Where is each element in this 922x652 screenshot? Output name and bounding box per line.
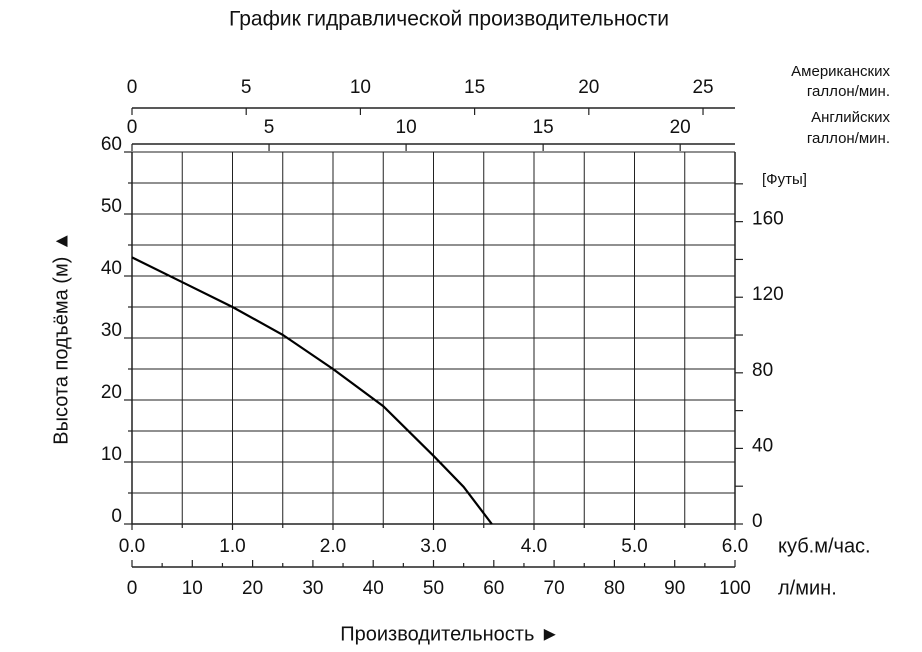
y2-tick-label: 120: [752, 284, 784, 305]
x2-tick-label: 80: [604, 578, 625, 599]
x2-tick-label: 40: [363, 578, 384, 599]
uk-unit: Английских: [811, 109, 890, 126]
x2-tick-label: 100: [719, 578, 751, 599]
x2-tick-label: 50: [423, 578, 444, 599]
x_us-tick-label: 0: [127, 77, 138, 98]
y2-tick-label: 80: [752, 360, 773, 381]
x2-tick-label: 0: [127, 578, 138, 599]
chart-title: График гидравлической производительности: [229, 8, 669, 31]
x2-tick-label: 10: [182, 578, 203, 599]
y2-tick-label: 40: [752, 435, 773, 456]
x_us-tick-label: 5: [241, 77, 252, 98]
x2-unit: л/мин.: [778, 577, 837, 599]
x-tick-label: 2.0: [320, 536, 346, 557]
x_uk-tick-label: 5: [264, 117, 275, 138]
x2-tick-label: 90: [664, 578, 685, 599]
x2-tick-label: 20: [242, 578, 263, 599]
y-tick-label: 50: [101, 196, 122, 217]
y-tick-label: 0: [111, 506, 122, 527]
x-tick-label: 6.0: [722, 536, 748, 557]
x-unit: куб.м/час.: [778, 535, 871, 557]
x2-tick-label: 30: [302, 578, 323, 599]
us-unit: Американских: [791, 63, 890, 80]
curve: [131, 256, 493, 525]
x_uk-tick-label: 20: [670, 117, 691, 138]
x-tick-label: 1.0: [219, 536, 245, 557]
y-axis-title: Высота подъёма (м) ▲: [50, 231, 72, 444]
us-unit: галлон/мин.: [807, 83, 890, 100]
x_us-tick-label: 15: [464, 77, 485, 98]
y-tick-label: 20: [101, 382, 122, 403]
y2-unit: [Футы]: [762, 171, 807, 188]
x_us-tick-label: 20: [578, 77, 599, 98]
x2-tick-label: 70: [544, 578, 565, 599]
x_uk-tick-label: 15: [533, 117, 554, 138]
y2-tick-label: 0: [752, 511, 763, 532]
x-tick-label: 5.0: [621, 536, 647, 557]
x2-tick-label: 60: [483, 578, 504, 599]
x_us-tick-label: 25: [692, 77, 713, 98]
y-tick-label: 40: [101, 258, 122, 279]
uk-unit: галлон/мин.: [807, 130, 890, 147]
x_uk-tick-label: 10: [396, 117, 417, 138]
x-tick-label: 3.0: [420, 536, 446, 557]
y-tick-label: 60: [101, 134, 122, 155]
y-tick-label: 10: [101, 444, 122, 465]
x_uk-tick-label: 0: [127, 117, 138, 138]
y-tick-label: 30: [101, 320, 122, 341]
x_us-tick-label: 10: [350, 77, 371, 98]
y2-tick-label: 160: [752, 209, 784, 230]
x-tick-label: 4.0: [521, 536, 547, 557]
x-axis-title: Производительность ►: [340, 623, 559, 645]
x-tick-label: 0.0: [119, 536, 145, 557]
